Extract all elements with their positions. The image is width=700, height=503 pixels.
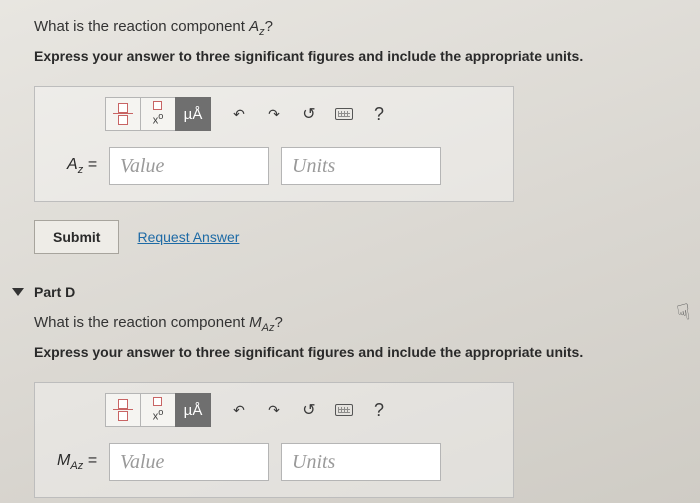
question-prefix: What is the reaction component: [34, 18, 249, 35]
instruction-text: Express your answer to three significant…: [34, 48, 666, 64]
question-var-sub-d: Az: [262, 322, 275, 334]
undo-icon: ↶: [233, 106, 245, 123]
question-var-d: M: [249, 314, 262, 331]
question-text: What is the reaction component Az?: [34, 18, 666, 38]
fraction-button-d[interactable]: [105, 393, 141, 427]
redo-button-d[interactable]: ↷: [256, 393, 292, 427]
request-answer-link[interactable]: Request Answer: [137, 229, 239, 245]
value-input-d[interactable]: Value: [109, 443, 269, 481]
units-symbol-button[interactable]: µÅ: [175, 97, 211, 131]
units-input-d[interactable]: Units: [281, 443, 441, 481]
format-toolbar: xo µÅ ↶ ↷ ↺ ?: [35, 87, 513, 141]
reset-button-d[interactable]: ↺: [291, 393, 327, 427]
input-row-d: MAz = Value Units: [35, 437, 513, 497]
variable-label: Az =: [55, 156, 97, 176]
keyboard-button[interactable]: [326, 97, 362, 131]
undo-button-d[interactable]: ↶: [221, 393, 257, 427]
submit-button[interactable]: Submit: [34, 220, 119, 254]
value-placeholder: Value: [120, 155, 164, 178]
question-prefix-d: What is the reaction component: [34, 314, 249, 331]
part-d-label: Part D: [34, 284, 75, 300]
action-row: Submit Request Answer: [34, 220, 666, 254]
collapse-caret-icon[interactable]: [12, 288, 24, 296]
exponent-button-d[interactable]: xo: [140, 393, 176, 427]
question-suffix-d: ?: [274, 314, 282, 331]
question-suffix: ?: [265, 18, 273, 35]
help-icon: ?: [374, 400, 384, 421]
units-symbol-button-d[interactable]: µÅ: [175, 393, 211, 427]
units-placeholder: Units: [292, 155, 335, 178]
exponent-icon: xo: [153, 397, 164, 423]
help-icon: ?: [374, 104, 384, 125]
help-button[interactable]: ?: [361, 97, 397, 131]
value-placeholder-d: Value: [120, 451, 164, 474]
variable-label-d: MAz =: [55, 452, 97, 472]
question-var: A: [249, 18, 259, 35]
exponent-button[interactable]: xo: [140, 97, 176, 131]
input-row: Az = Value Units: [35, 141, 513, 201]
help-button-d[interactable]: ?: [361, 393, 397, 427]
question-text-d: What is the reaction component MAz?: [34, 314, 666, 334]
exponent-icon: xo: [153, 101, 164, 127]
answer-panel-d: xo µÅ ↶ ↷ ↺ ? MAz = Value Units: [34, 382, 514, 498]
keyboard-icon: [335, 108, 353, 120]
fraction-button[interactable]: [105, 97, 141, 131]
reset-icon: ↺: [302, 400, 315, 420]
keyboard-icon: [335, 404, 353, 416]
units-placeholder-d: Units: [292, 451, 335, 474]
answer-panel: xo µÅ ↶ ↷ ↺ ? Az = Value Units: [34, 86, 514, 202]
fraction-icon: [113, 399, 133, 421]
undo-button[interactable]: ↶: [221, 97, 257, 131]
format-toolbar-d: xo µÅ ↶ ↷ ↺ ?: [35, 383, 513, 437]
units-input[interactable]: Units: [281, 147, 441, 185]
value-input[interactable]: Value: [109, 147, 269, 185]
fraction-icon: [113, 103, 133, 125]
reset-icon: ↺: [302, 104, 315, 124]
instruction-text-d: Express your answer to three significant…: [34, 344, 666, 360]
reset-button[interactable]: ↺: [291, 97, 327, 131]
redo-icon: ↷: [268, 402, 280, 419]
part-d-header[interactable]: Part D: [12, 284, 666, 300]
keyboard-button-d[interactable]: [326, 393, 362, 427]
redo-icon: ↷: [268, 106, 280, 123]
redo-button[interactable]: ↷: [256, 97, 292, 131]
undo-icon: ↶: [233, 402, 245, 419]
